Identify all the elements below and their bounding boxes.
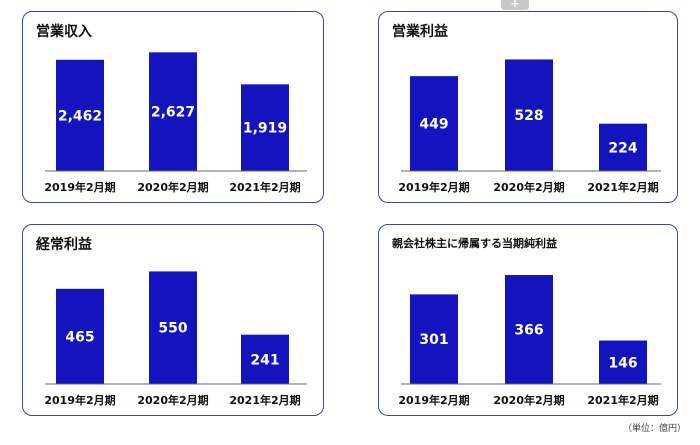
bar-3	[599, 123, 647, 171]
category-tick-label: 2020年2月期	[493, 180, 564, 194]
category-tick-label: 2020年2月期	[137, 180, 208, 194]
bar-chart: 2,462 2019年2月期 2,627 2020年2月期 1,919 2021年2月期	[44, 52, 307, 194]
bar-value-label: 241	[250, 352, 279, 368]
chart-panel-operating-revenue: 営業収入 2,462 2019年2月期 2,627 2020年2月期 1,919 2021…	[22, 11, 324, 203]
bar-value-label: 465	[65, 329, 94, 345]
bar-2	[505, 59, 553, 172]
bar-1	[56, 59, 104, 171]
category-tick-label: 2019年2月期	[398, 180, 469, 194]
category-tick-label: 2019年2月期	[44, 393, 115, 407]
bar-2	[149, 52, 197, 171]
unit-note: （単位：億円）	[622, 424, 686, 434]
bar-2	[149, 271, 197, 384]
category-tick-label: 2021年2月期	[229, 393, 300, 407]
bar-2	[505, 275, 553, 384]
category-tick-label: 2021年2月期	[587, 393, 658, 407]
bar-value-label: 366	[514, 323, 543, 339]
expand-tab-icon[interactable]	[501, 0, 529, 10]
chart-title: 営業収入	[36, 24, 92, 40]
chart-title: 経常利益	[36, 237, 92, 253]
category-tick-label: 2021年2月期	[229, 180, 300, 194]
category-tick-label: 2019年2月期	[44, 180, 115, 194]
category-tick-label: 2021年2月期	[587, 180, 658, 194]
bar-value-label: 224	[608, 140, 637, 156]
bar-chart: 465 2019年2月期 550 2020年2月期 241 2021年2月期	[44, 271, 307, 407]
chart-title: 営業利益	[392, 24, 448, 40]
bar-value-label: 146	[608, 355, 637, 371]
category-tick-label: 2019年2月期	[398, 393, 469, 407]
chart-panel-operating-profit: 営業利益 449 2019年2月期 528 2020年2月期 224 2021年2月期	[378, 11, 678, 203]
bar-3	[599, 340, 647, 384]
bar-1	[410, 76, 458, 171]
chart-panel-net-income: 親会社株主に帰属する当期純利益 301 2019年2月期 366 2020年2月期 14…	[378, 224, 678, 416]
chart-title: 親会社株主に帰属する当期純利益	[392, 237, 557, 250]
bar-value-label: 550	[158, 321, 187, 337]
category-tick-label: 2020年2月期	[137, 393, 208, 407]
bar-chart: 449 2019年2月期 528 2020年2月期 224 2021年2月期	[398, 59, 661, 194]
bar-value-label: 1,919	[243, 121, 287, 137]
bar-value-label: 2,627	[151, 105, 195, 121]
bar-1	[56, 288, 104, 384]
bar-chart: 301 2019年2月期 366 2020年2月期 146 2021年2月期	[398, 275, 661, 407]
bar-1	[410, 294, 458, 384]
bar-value-label: 301	[419, 332, 448, 348]
bar-value-label: 528	[514, 108, 543, 124]
category-tick-label: 2020年2月期	[493, 393, 564, 407]
bar-value-label: 2,462	[58, 108, 102, 124]
chart-panel-ordinary-profit: 経常利益 465 2019年2月期 550 2020年2月期 241 2021年2月期	[22, 224, 324, 416]
bar-3	[241, 84, 289, 171]
bar-3	[241, 334, 289, 384]
bar-value-label: 449	[419, 117, 448, 133]
